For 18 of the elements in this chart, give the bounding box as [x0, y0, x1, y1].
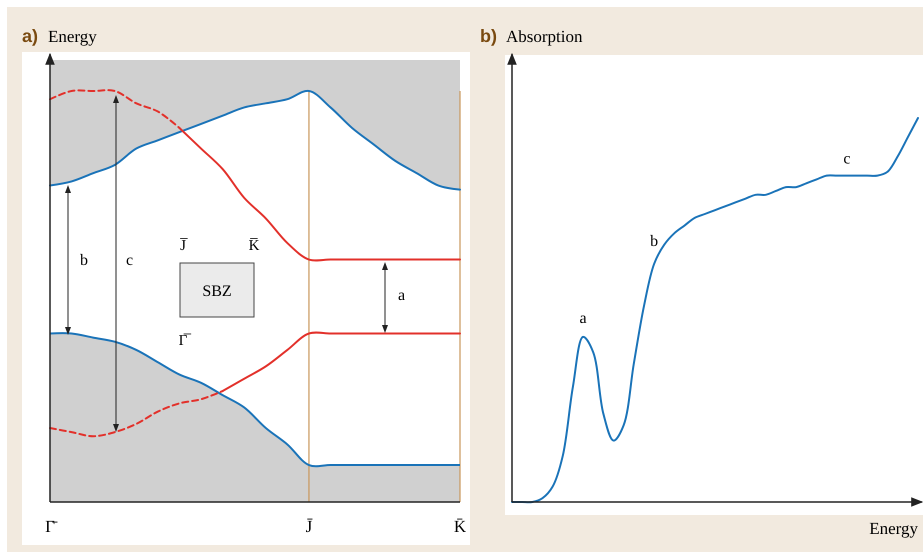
annotation: b	[80, 252, 88, 269]
annotation: c	[843, 150, 851, 168]
y-axis-title: Absorption	[506, 27, 583, 46]
annotation: J̅	[180, 238, 188, 254]
x-tick-label: J̄	[306, 517, 313, 536]
chart-title: b)	[480, 26, 497, 46]
x-axis-title: Energy	[869, 519, 918, 538]
x-tick-label: K̄	[454, 517, 467, 536]
y-axis-title: Energy	[48, 27, 98, 46]
annotation: a	[579, 310, 587, 327]
annotation: c	[126, 252, 134, 269]
annotation: b	[650, 232, 658, 250]
annotation: Γ̅	[178, 333, 192, 349]
annotation: a	[398, 287, 406, 304]
annotation: SBZ	[202, 283, 232, 300]
chart-title: a)	[22, 26, 38, 46]
x-tick-label: Γ̄	[45, 517, 58, 536]
annotation: K̅	[248, 238, 260, 254]
